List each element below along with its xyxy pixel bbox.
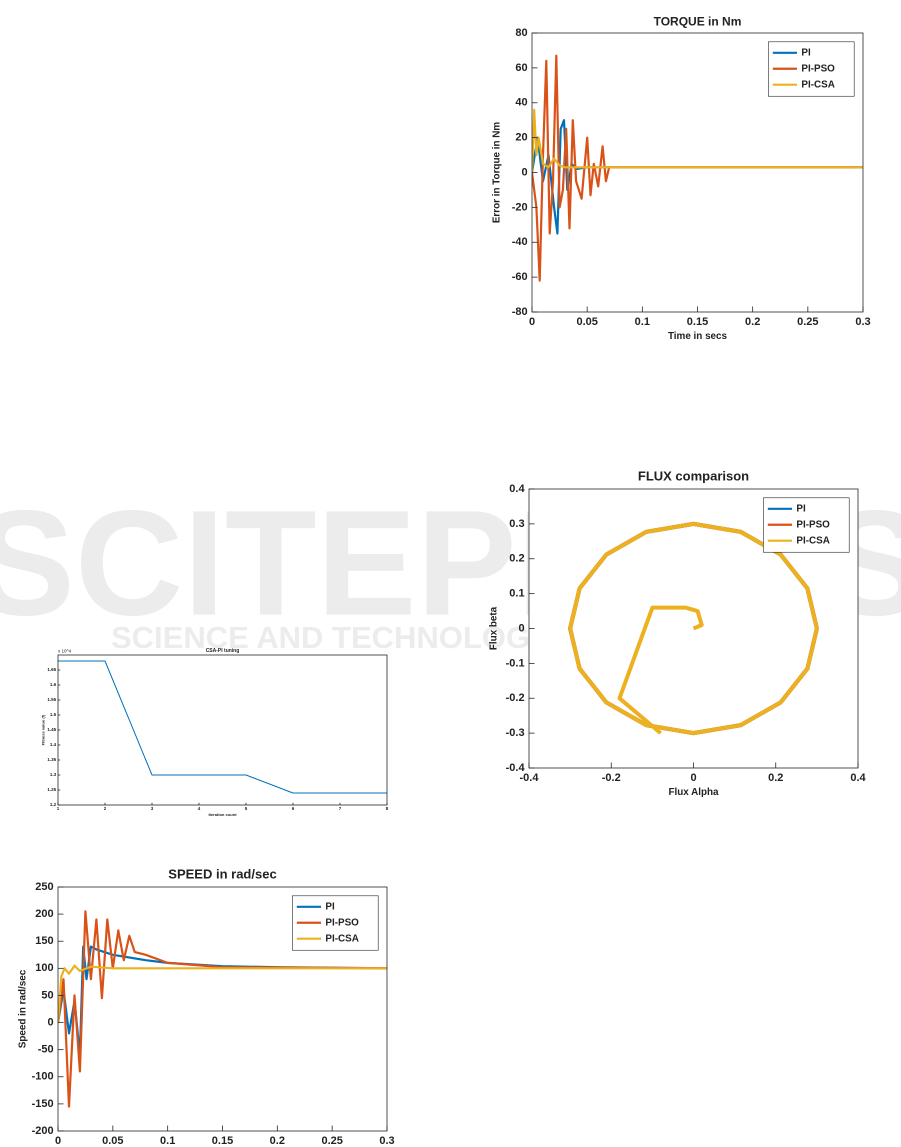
y-tick-label: 1.25: [47, 787, 56, 792]
y-tick-label: 0.4: [509, 483, 525, 495]
y-tick-label: -40: [512, 236, 528, 248]
x-tick-label: 0: [529, 316, 535, 328]
legend-label: PI-PSO: [801, 63, 835, 74]
y-tick-label: 1.4: [50, 742, 57, 747]
y-tick-label: -150: [32, 1098, 54, 1110]
x-tick-label: 5: [245, 806, 248, 811]
x-tick-label: 0: [690, 772, 696, 784]
chart-title: FLUX comparison: [638, 469, 749, 484]
y-tick-label: 0: [521, 166, 527, 178]
y-tick-label: -0.1: [506, 657, 525, 669]
y-tick-label: 1.45: [47, 727, 56, 732]
y-tick-label: 0: [518, 622, 524, 634]
y-tick-label: -200: [32, 1125, 54, 1137]
y-tick-label: 0.3: [509, 518, 524, 530]
x-tick-label: 0.25: [321, 1135, 342, 1147]
y-tick-label: -0.2: [506, 692, 525, 704]
y-tick-label: -0.3: [506, 727, 525, 739]
y-tick-label: -20: [512, 201, 528, 213]
x-tick-label: 0.15: [212, 1135, 233, 1147]
y-tick-label: 0.1: [509, 588, 524, 600]
y-tick-label: -100: [32, 1071, 54, 1083]
chart-title: CSA-PI tuning: [206, 648, 240, 654]
y-tick-label: 1.6: [50, 682, 57, 687]
y-tick-label: 20: [515, 132, 527, 144]
x-tick-label: -0.2: [602, 772, 621, 784]
y-tick-label: 0: [47, 1016, 53, 1028]
y-tick-label: -80: [512, 306, 528, 318]
y-tick-label: 60: [515, 62, 527, 74]
plot-area: [58, 655, 387, 805]
y-tick-label: 1.3: [50, 772, 57, 777]
x-tick-label: 0: [55, 1135, 61, 1147]
y-axis-label: Speed in rad/sec: [17, 969, 28, 1048]
chart-title: SPEED in rad/sec: [168, 867, 276, 882]
x-tick-label: -0.4: [520, 772, 540, 784]
y-tick-label: 1.35: [47, 757, 56, 762]
x-tick-label: 2: [104, 806, 107, 811]
series-line: [532, 54, 863, 282]
legend-label: PI-PSO: [796, 519, 830, 530]
y-tick-label: 40: [515, 97, 527, 109]
x-tick-label: 0.1: [635, 316, 650, 328]
legend-label: PI-PSO: [325, 917, 359, 928]
x-tick-label: 4: [198, 806, 201, 811]
y-tick-label: -50: [38, 1044, 54, 1056]
series-line: [532, 108, 863, 173]
x-tick-label: 0.2: [745, 316, 760, 328]
legend-label: PI-CSA: [796, 535, 829, 546]
y-tick-label: 200: [35, 908, 53, 920]
y-tick-label: -60: [512, 271, 528, 283]
x-tick-label: 6: [292, 806, 295, 811]
x-tick-label: 0.05: [576, 316, 597, 328]
y-tick-label: -0.4: [506, 762, 526, 774]
chart-title: TORQUE in Nm: [654, 14, 742, 28]
x-tick-label: 8: [386, 806, 389, 811]
y-tick-label: 50: [41, 989, 53, 1001]
y-tick-label: 1.2: [50, 802, 57, 807]
legend-label: PI: [325, 901, 335, 912]
x-tick-label: 1: [57, 806, 60, 811]
legend-label: PI: [796, 503, 806, 514]
series-line: [58, 910, 387, 1108]
y-tick-label: 100: [35, 962, 53, 974]
x-tick-label: 0.25: [797, 316, 818, 328]
series-line: [58, 660, 387, 794]
y-tick-label: 1.65: [47, 667, 56, 672]
y-axis-label: Error in Torque in Nm: [491, 122, 502, 224]
y-tick-label: 150: [35, 935, 53, 947]
x-tick-label: 0.15: [687, 316, 708, 328]
legend-label: PI-CSA: [325, 933, 358, 944]
x-axis-label: Iteration count: [208, 812, 237, 817]
x-tick-label: 7: [339, 806, 342, 811]
legend-label: PI-CSA: [801, 79, 834, 90]
x-axis-label: Flux Alpha: [668, 787, 719, 798]
y-axis-label: Flux beta: [488, 606, 499, 650]
x-tick-label: 3: [151, 806, 154, 811]
x-tick-label: 0.3: [379, 1135, 394, 1147]
series-line: [568, 521, 819, 736]
y-tick-label: 1.5: [50, 712, 57, 717]
y-tick-label: 250: [35, 881, 53, 893]
x-tick-label: 0.2: [270, 1135, 285, 1147]
series-line: [58, 964, 387, 1023]
y-tick-label: 80: [515, 27, 527, 39]
y-multiplier: x 10^4: [58, 649, 72, 654]
y-tick-label: 0.2: [509, 553, 524, 565]
y-tick-label: 1.55: [47, 697, 56, 702]
x-tick-label: 0.05: [102, 1135, 123, 1147]
x-tick-label: 0.1: [160, 1135, 175, 1147]
x-tick-label: 0.2: [768, 772, 783, 784]
y-axis-label: Fitness value (f): [41, 714, 46, 745]
x-tick-label: 0.4: [850, 772, 866, 784]
legend-label: PI: [801, 47, 811, 58]
x-tick-label: 0.3: [855, 316, 870, 328]
x-axis-label: Time in secs: [668, 331, 728, 342]
